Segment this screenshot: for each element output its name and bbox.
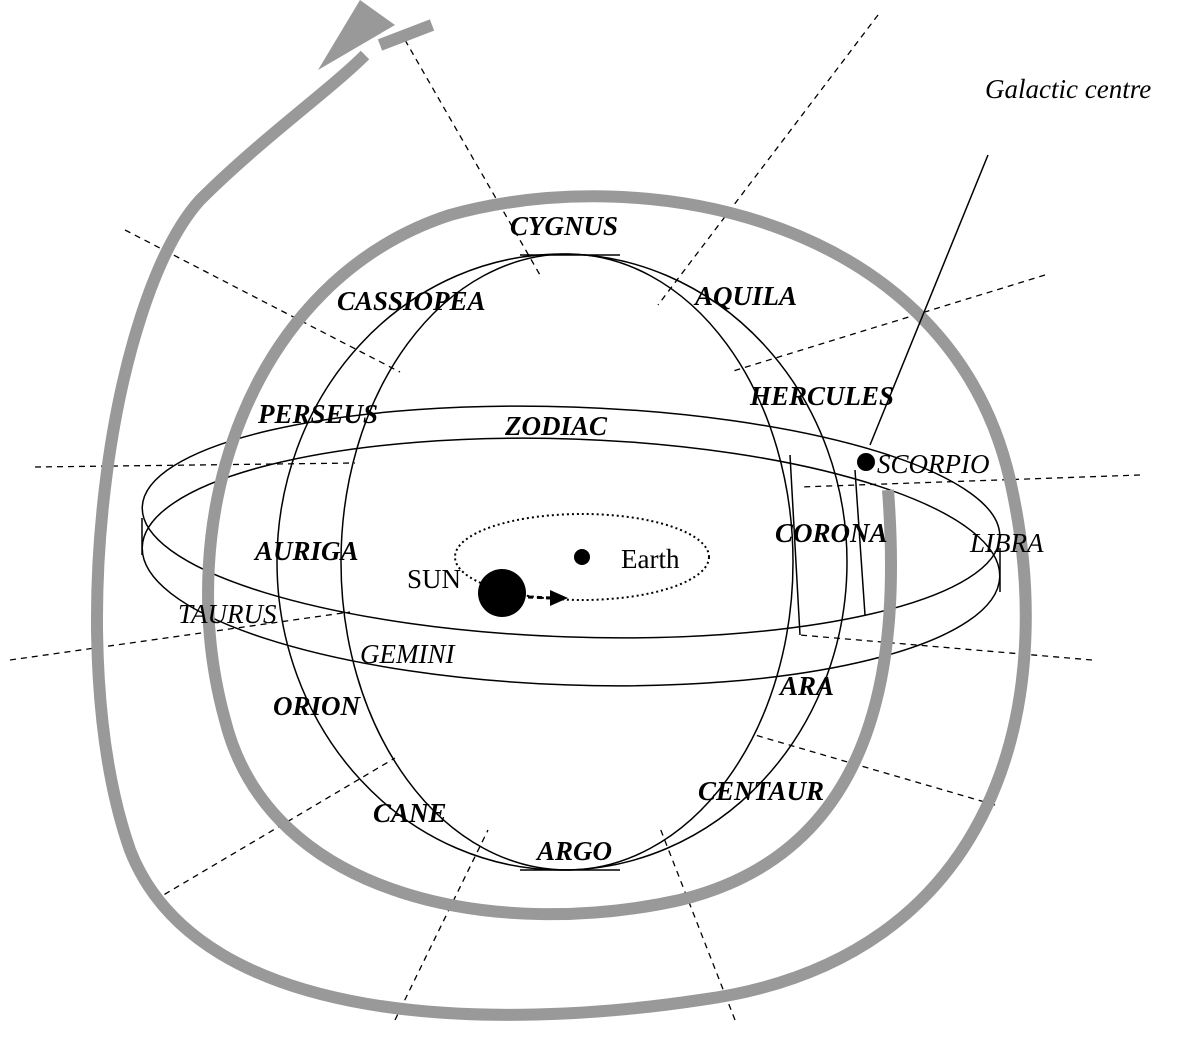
- ray: [34, 462, 356, 468]
- motion-arrow: [527, 595, 553, 600]
- labels: CYGNUS CASSIOPEA AQUILA HERCULES PERSEUS AURI…: [178, 211, 1044, 866]
- spiral-tail: [377, 19, 435, 51]
- ray: [9, 611, 351, 661]
- ray: [799, 634, 1093, 661]
- dashed-rays: [9, 14, 1141, 1021]
- sun-label: SUN: [407, 564, 461, 594]
- motion-arrowhead: [550, 590, 568, 606]
- constellation-label: CENTAUR: [698, 776, 824, 806]
- ray: [799, 474, 1141, 488]
- constellation-label: ORION: [273, 691, 362, 721]
- constellation-label: CASSIOPEA: [337, 286, 486, 316]
- spiral-arrowhead: [318, 0, 395, 70]
- earth-label: Earth: [621, 544, 680, 574]
- zodiac-title: ZODIAC: [504, 411, 608, 441]
- sun-disc: [478, 569, 526, 617]
- earth-orbit: [454, 513, 710, 601]
- zodiac-band: [141, 405, 1001, 687]
- spiral-path: [91, 50, 1032, 1021]
- constellation-label: CYGNUS: [510, 211, 618, 241]
- constellation-label: PERSEUS: [257, 399, 378, 429]
- solar-system: [454, 513, 710, 617]
- ray: [394, 829, 489, 1021]
- zodiac-label: GEMINI: [360, 639, 456, 669]
- centre-dot: [857, 453, 875, 471]
- zodiac-label: LIBRA: [969, 528, 1044, 558]
- constellation-label: AURIGA: [253, 536, 359, 566]
- zodiac-label: SCORPIO: [877, 449, 989, 479]
- constellation-label: ARA: [778, 671, 834, 701]
- zodiac-upper: [141, 405, 1001, 639]
- constellation-label: AQUILA: [693, 281, 797, 311]
- centre-pointer: [869, 154, 989, 446]
- constellation-label: ARGO: [535, 836, 612, 866]
- ray: [124, 229, 401, 373]
- zodiac-label: TAURUS: [178, 599, 277, 629]
- ray: [154, 757, 396, 901]
- constellation-label: HERCULES: [749, 381, 894, 411]
- belt-stripe: [789, 454, 866, 636]
- ray: [657, 14, 879, 306]
- galactic-belt: [276, 253, 848, 871]
- ray: [404, 39, 541, 276]
- constellation-label: CORONA: [775, 518, 888, 548]
- ray: [659, 827, 736, 1021]
- constellation-label: CANE: [373, 798, 447, 828]
- spiral: [91, 0, 1032, 1021]
- earth-disc: [574, 549, 590, 565]
- galactic-centre-label: Galactic centre: [985, 74, 1151, 104]
- ray: [754, 734, 996, 806]
